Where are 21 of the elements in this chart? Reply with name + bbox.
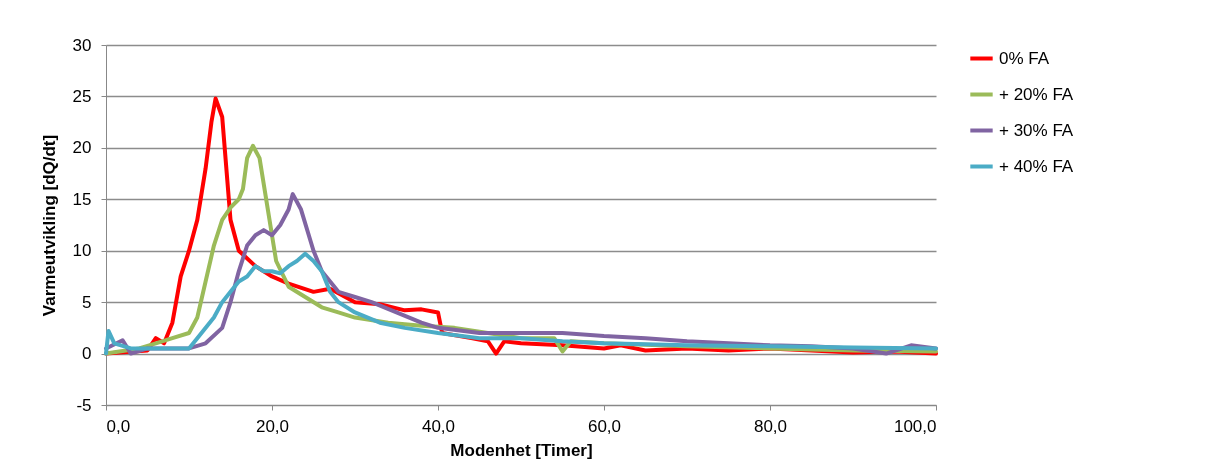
x-tick-label: 0,0 xyxy=(106,416,131,436)
x-tick-label: 20,0 xyxy=(255,416,290,436)
y-tick-label: 30 xyxy=(72,35,92,55)
y-tick-label: 10 xyxy=(72,241,92,261)
legend-label: + 20% FA xyxy=(999,84,1074,104)
x-axis-title: Modenhet [Timer] xyxy=(450,440,593,460)
y-tick-label: 20 xyxy=(72,138,92,158)
y-tick-label: 15 xyxy=(72,189,92,209)
y-tick-label: 25 xyxy=(72,86,92,106)
y-tick-label: 5 xyxy=(82,292,92,312)
x-tick-label: 40,0 xyxy=(421,416,456,436)
y-axis-title: Varmeutvikling [dQ/dt] xyxy=(39,134,59,317)
legend-label: + 30% FA xyxy=(999,120,1074,140)
line-series xyxy=(104,251,938,356)
x-tick-label: 80,0 xyxy=(753,416,788,436)
x-tick-label: 100,0 xyxy=(893,416,937,436)
y-tick-label: -5 xyxy=(76,395,92,415)
y-tick-label: 0 xyxy=(82,344,92,364)
x-tick-label: 60,0 xyxy=(587,416,622,436)
legend-label: + 40% FA xyxy=(999,156,1074,176)
legend-label: 0% FA xyxy=(999,48,1050,68)
